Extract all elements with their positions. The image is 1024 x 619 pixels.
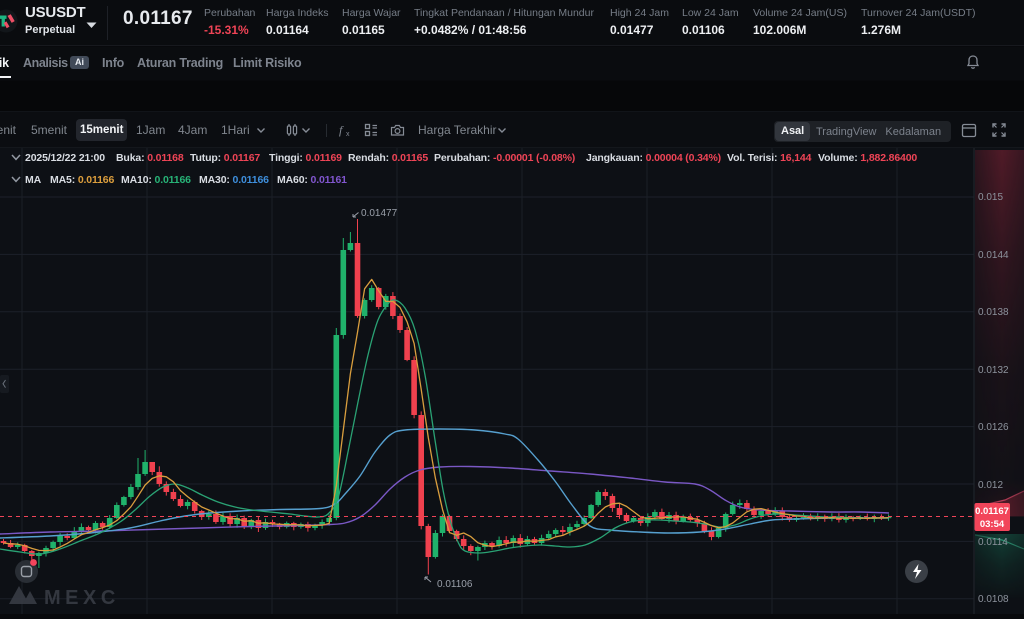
svg-text:f: f: [339, 123, 344, 137]
svg-text:0.0138: 0.0138: [978, 307, 1009, 318]
svg-text:x: x: [346, 131, 350, 137]
svg-text:0.0132: 0.0132: [978, 365, 1009, 376]
svg-text:0.015: 0.015: [978, 192, 1003, 203]
svg-text:0.0108: 0.0108: [978, 594, 1009, 605]
svg-text:03:54: 03:54: [980, 519, 1005, 530]
svg-text:0.01106: 0.01106: [437, 579, 473, 590]
svg-text:0.0114: 0.0114: [978, 537, 1008, 548]
svg-text:0.01477: 0.01477: [361, 208, 398, 219]
svg-text:0.01167: 0.01167: [975, 506, 1009, 517]
svg-text:0.0126: 0.0126: [978, 422, 1009, 433]
svg-text:MEXC: MEXC: [44, 587, 120, 609]
svg-text:0.0144: 0.0144: [978, 250, 1009, 261]
svg-text:0.012: 0.012: [978, 480, 1003, 491]
